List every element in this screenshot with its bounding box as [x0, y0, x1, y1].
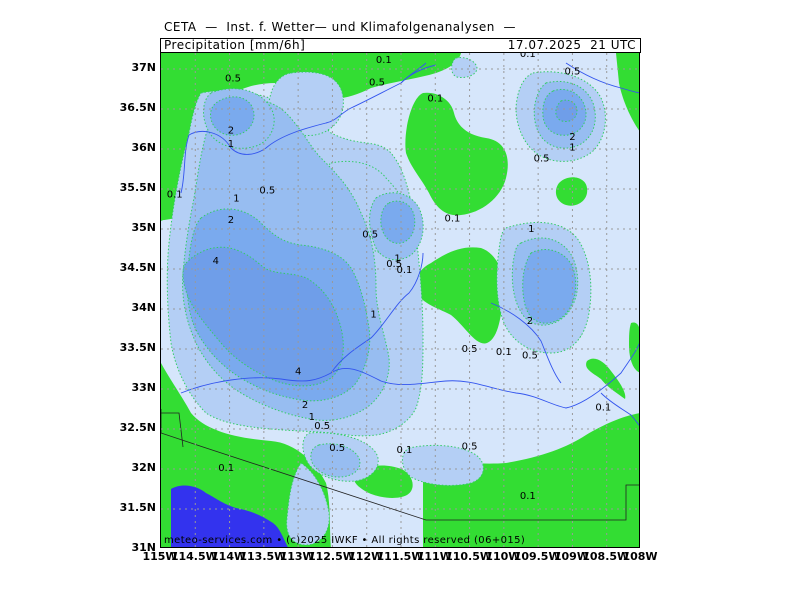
contour-label: 2 — [569, 132, 575, 143]
trace-area-central-north — [405, 92, 508, 216]
contour-label: 0.5 — [564, 66, 580, 77]
contour-label: 2 — [228, 126, 234, 137]
contour-label: 0.5 — [314, 421, 330, 432]
contour-label: 0.1 — [396, 445, 412, 456]
state-border-south — [161, 409, 639, 521]
lon-tick-label: 109W — [553, 550, 589, 563]
trace-area-central — [415, 247, 505, 344]
contour-label: 0.5 — [534, 154, 550, 165]
lat-tick-label: 35.5N — [119, 181, 156, 194]
subtitle-frame — [160, 38, 641, 53]
contour-label: 0.5 — [329, 443, 345, 454]
contour-label: 0.5 — [462, 442, 478, 453]
credit-footer: meteo-services.com • (c)2025 IWKF • All … — [164, 535, 526, 546]
lon-tick-label: 109.5W — [513, 550, 561, 563]
lat-tick-label: 37N — [131, 61, 156, 74]
contour-label: 0.5 — [522, 350, 538, 361]
contour-label: 0.5 — [369, 78, 385, 89]
contour-label: 0.5 — [462, 344, 478, 355]
contour-label: 0.5 — [362, 230, 378, 241]
contour-label: 1 — [569, 142, 575, 153]
river-north — [400, 62, 427, 84]
product-label: Precipitation [mm/6h] — [164, 38, 306, 52]
contour-label: 1 — [309, 412, 315, 423]
lat-tick-label: 33N — [131, 381, 156, 394]
lat-tick-label: 33.5N — [119, 341, 156, 354]
lon-tick-label: 115W — [142, 550, 178, 563]
contour-label: 1 — [370, 310, 376, 321]
lat-tick-label: 32N — [131, 461, 156, 474]
precip-0-5-southwest-tail — [286, 462, 330, 546]
lon-tick-label: 110W — [485, 550, 521, 563]
lon-tick-label: 111W — [416, 550, 452, 563]
contour-label: 0.1 — [520, 53, 536, 60]
contour-label: 4 — [295, 366, 301, 377]
lon-tick-label: 113.5W — [239, 550, 287, 563]
lat-tick-label: 32.5N — [119, 421, 156, 434]
contour-label: 2 — [527, 316, 533, 327]
contour-label: 0.1 — [496, 347, 512, 358]
river-gila — [180, 342, 639, 409]
precip-2-northwest — [210, 96, 255, 136]
contour-label: 0.5 — [225, 74, 241, 85]
very-heavy-areas — [182, 99, 578, 387]
trace-area-southeast — [423, 413, 639, 547]
contour-label: 1 — [228, 139, 234, 150]
river-colorado — [180, 64, 437, 194]
contour-label: 0.1 — [376, 55, 392, 66]
map-title: CETA — Inst. f. Wetter— und Klimafolgena… — [164, 20, 516, 34]
lon-tick-label: 112.5W — [307, 550, 355, 563]
rivers — [180, 62, 639, 426]
trace-area-east-strip — [586, 358, 626, 399]
river-little-colorado — [490, 302, 562, 384]
precip-4-main — [182, 246, 344, 387]
contour-label: 2 — [228, 215, 234, 226]
lon-tick-label: 111.5W — [376, 550, 424, 563]
precip-2-center — [380, 200, 416, 244]
valid-time: 17.07.2025 21 UTC — [507, 38, 636, 52]
contour-label: 0.5 — [259, 186, 275, 197]
contour-label: 0.5 — [386, 259, 402, 270]
lat-tick-label: 31N — [131, 541, 156, 554]
lon-tick-label: 112W — [348, 550, 384, 563]
lat-tick-label: 36.5N — [119, 101, 156, 114]
contour-label: 0.1 — [218, 463, 234, 474]
precipitation-map: 0.1 0.5 0.5 0.1 0.1 0.5 2 1 2 1 0.5 0.1 1 0.5 2 0.1 0.5 1… — [160, 52, 640, 548]
lat-tick-label: 34N — [131, 301, 156, 314]
lat-tick-label: 35N — [131, 221, 156, 234]
contour-label: 0.1 — [167, 190, 183, 201]
graticule — [161, 53, 639, 547]
river-salt — [330, 252, 424, 374]
contour-label: 1 — [233, 194, 239, 205]
contour-label: 0.1 — [520, 491, 536, 502]
lat-tick-label: 36N — [131, 141, 156, 154]
lon-tick-label: 114.5W — [170, 550, 218, 563]
lon-tick-label: 113W — [279, 550, 315, 563]
lon-tick-label: 110.5W — [445, 550, 493, 563]
contour-label: 1 — [394, 254, 400, 265]
river-northeast — [565, 62, 639, 94]
contour-label: 4 — [213, 256, 219, 267]
contour-label: 0.1 — [396, 265, 412, 276]
contour-label: 2 — [302, 400, 308, 411]
lon-tick-label: 108W — [622, 550, 658, 563]
contour-label: 0.1 — [427, 94, 443, 105]
state-border-west — [161, 412, 184, 448]
contour-label: 1 — [528, 224, 534, 235]
trace-area-northeast-corner — [616, 53, 639, 131]
precip-4-northeast-core — [555, 99, 578, 122]
contour-label: 0.1 — [595, 402, 611, 413]
lat-tick-label: 31.5N — [119, 501, 156, 514]
lon-tick-label: 108.5W — [582, 550, 630, 563]
precip-2-east — [522, 249, 577, 324]
trace-area-east-edge — [629, 322, 639, 373]
river-rio-grande — [600, 392, 639, 426]
precip-0-5-south-center — [402, 444, 484, 486]
state-boundaries — [161, 409, 639, 521]
trace-area-east-small — [555, 177, 588, 206]
contour-label: 0.1 — [444, 214, 460, 225]
lon-tick-label: 114W — [211, 550, 247, 563]
lat-tick-label: 34.5N — [119, 261, 156, 274]
